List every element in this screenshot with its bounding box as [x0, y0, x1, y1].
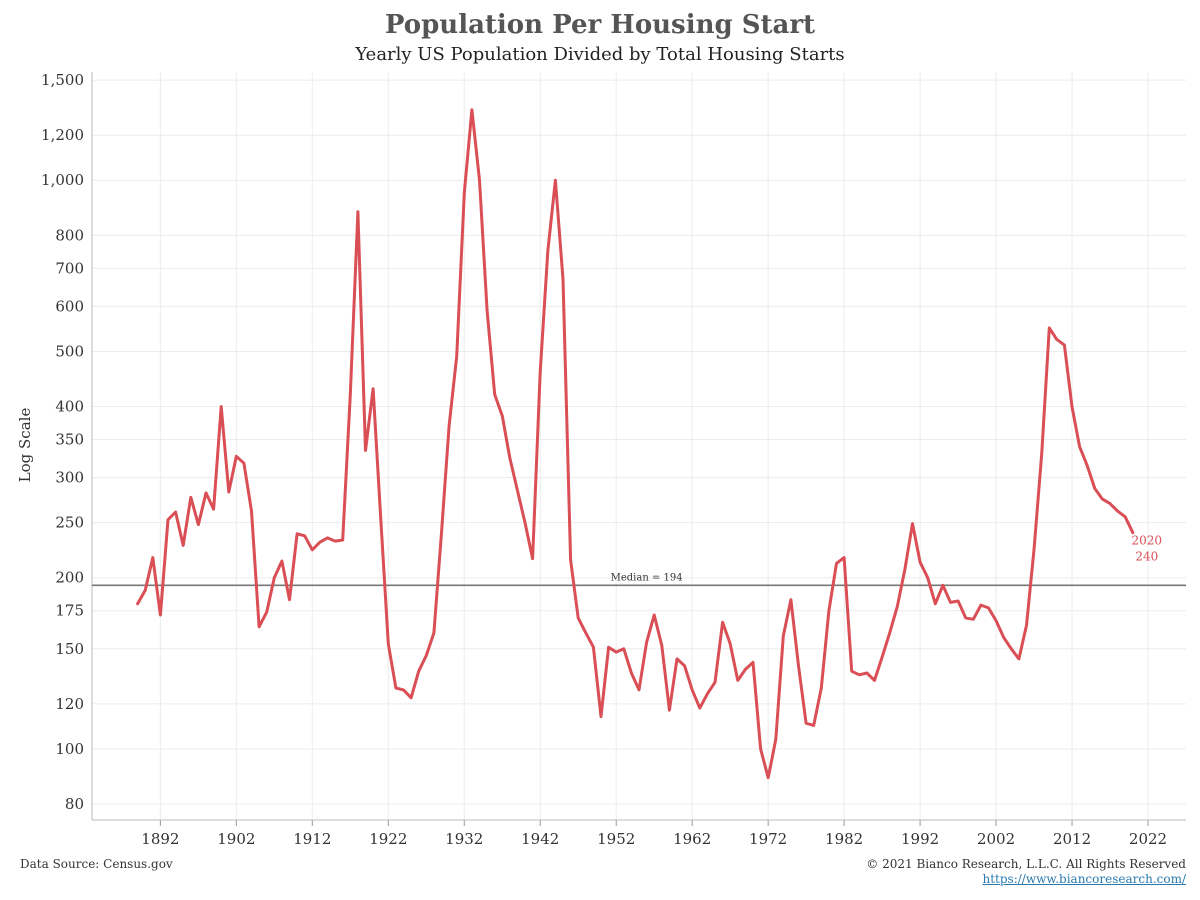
y-tick-label: 80	[65, 795, 84, 813]
x-tick-label: 1902	[217, 830, 255, 848]
y-tick-label: 500	[55, 342, 84, 360]
grid-layer	[92, 72, 1186, 820]
y-tick-label: 600	[55, 297, 84, 315]
chart-subtitle: Yearly US Population Divided by Total Ho…	[355, 44, 845, 65]
median-label: Median = 194	[611, 572, 683, 583]
y-tick-label: 1,500	[41, 71, 84, 89]
y-tick-label: 400	[55, 398, 84, 416]
axis-layer: 1892 1902 1912 1922 1932 1942 1952 1962 1972 1982…	[41, 71, 1186, 848]
x-tick-label: 1892	[141, 830, 179, 848]
copyright-text: © 2021 Bianco Research, L.L.C. All Right…	[866, 857, 1186, 871]
y-tick-label: 300	[55, 469, 84, 487]
x-tick-label: 2012	[1053, 830, 1091, 848]
series-line	[136, 108, 1135, 780]
median-reference: Median = 194	[92, 572, 1186, 587]
end-year-label: 2020	[1132, 534, 1163, 548]
website-link[interactable]: https://www.biancoresearch.com/	[982, 872, 1186, 886]
x-tick-label: 1962	[673, 830, 711, 848]
y-tick-label: 1,000	[41, 171, 84, 189]
x-tick-label: 1982	[825, 830, 863, 848]
data-source: Data Source: Census.gov	[20, 857, 173, 871]
x-tick-label: 1992	[901, 830, 939, 848]
y-tick-label: 350	[55, 431, 84, 449]
end-value-label: 240	[1135, 550, 1158, 564]
x-tick-label: 1942	[521, 830, 559, 848]
y-tick-label: 200	[55, 569, 84, 587]
y-tick-label: 100	[55, 740, 84, 758]
chart-title: Population Per Housing Start	[384, 10, 816, 40]
y-tick-label: 250	[55, 514, 84, 532]
y-tick-label: 175	[55, 602, 84, 620]
y-tick-label: 700	[55, 259, 84, 277]
y-tick-label: 1,200	[41, 126, 84, 144]
x-tick-label: 1932	[445, 830, 483, 848]
x-tick-label: 1912	[293, 830, 331, 848]
y-tick-label: 120	[55, 695, 84, 713]
x-tick-label: 1952	[597, 830, 635, 848]
y-tick-label: 150	[55, 640, 84, 658]
copyright-block: © 2021 Bianco Research, L.L.C. All Right…	[866, 857, 1186, 887]
y-tick-label: 800	[55, 226, 84, 244]
x-tick-label: 2022	[1129, 830, 1167, 848]
series-layer: 2020 240	[136, 108, 1163, 780]
x-tick-label: 1972	[749, 830, 787, 848]
x-tick-label: 2002	[977, 830, 1015, 848]
x-tick-label: 1922	[369, 830, 407, 848]
y-axis-title: Log Scale	[16, 408, 34, 483]
